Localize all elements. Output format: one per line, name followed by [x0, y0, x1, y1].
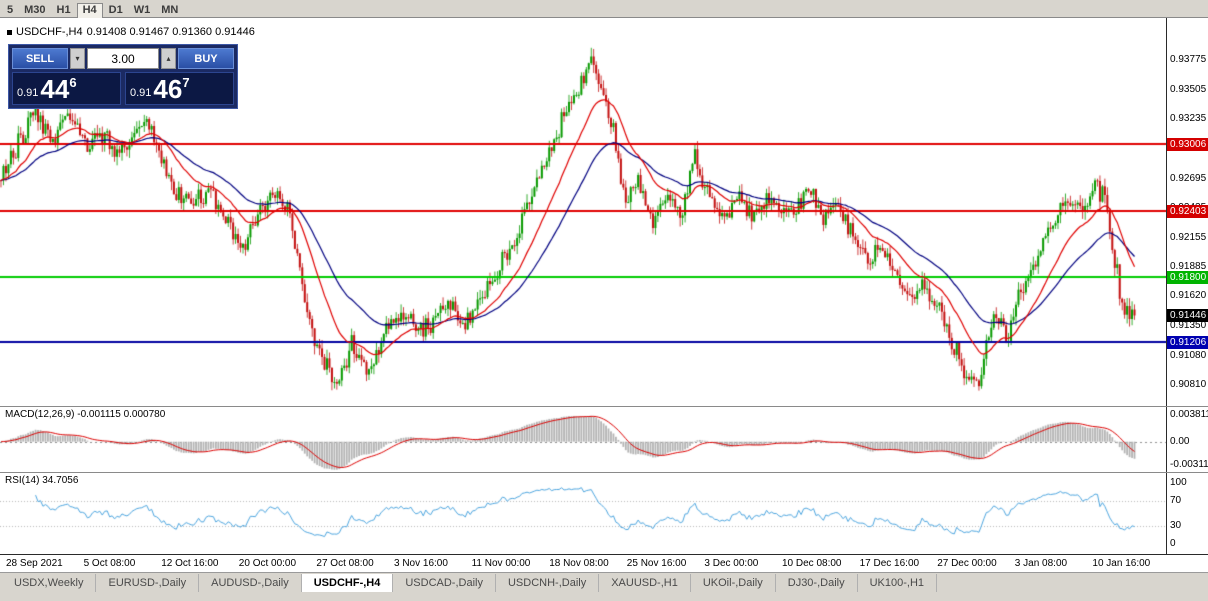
price-tag: 0.91446 — [1167, 309, 1208, 323]
buy-price-pip: 7 — [182, 75, 190, 90]
price-axis-label: 0.93505 — [1170, 83, 1207, 95]
one-click-trade-panel: SELL ▾ ▴ BUY 0.91 44 6 0.91 46 7 — [8, 44, 238, 109]
sell-price-prefix: 0.91 — [17, 87, 39, 99]
chart-tab[interactable]: USDCHF-,H4 — [301, 574, 394, 592]
time-axis-label: 18 Nov 08:00 — [549, 558, 609, 569]
lot-size-input[interactable] — [87, 48, 159, 69]
price-axis-label: 0.91885 — [1170, 261, 1207, 273]
time-axis-label: 25 Nov 16:00 — [626, 558, 687, 569]
time-axis[interactable]: 28 Sep 2021 5 Oct 08:00 12 Oct 16:00 20 Oct… — [0, 554, 1208, 572]
rsi-axis-label: 0 — [1170, 538, 1176, 549]
trade-panel-quotes: 0.91 44 6 0.91 46 7 — [12, 72, 234, 105]
buy-price-display[interactable]: 0.91 46 7 — [125, 72, 234, 105]
macd-indicator-label: MACD(12,26,9) -0.001115 0.000780 — [5, 409, 166, 420]
time-axis-label: 27 Oct 08:00 — [316, 558, 374, 569]
time-axis-label: 3 Jan 08:00 — [1014, 558, 1068, 569]
timeframe-button-m30[interactable]: M30 — [24, 4, 46, 16]
buy-button[interactable]: BUY — [178, 48, 234, 69]
timeframe-toolbar: 5 M30 H1 H4 D1 W1 MN — [0, 0, 1208, 20]
macd-axis-label: -0.003115 — [1170, 459, 1208, 470]
rsi-axis-label: 30 — [1170, 520, 1182, 531]
chart-tab[interactable]: USDX,Weekly — [2, 574, 97, 592]
timeframe-button-w1[interactable]: W1 — [133, 4, 151, 16]
status-bar — [0, 592, 1208, 601]
symbol-name: USDCHF-,H4 — [16, 26, 83, 38]
chart-tab[interactable]: UK100-,H1 — [858, 574, 938, 592]
chart-tab[interactable]: USDCNH-,Daily — [496, 574, 600, 592]
chart-tab[interactable]: EURUSD-,Daily — [96, 574, 200, 592]
symbol-header: USDCHF-,H4 0.91408 0.91467 0.91360 0.9144… — [7, 26, 259, 38]
time-axis-label: 3 Nov 16:00 — [394, 558, 448, 569]
price-axis-label: 0.93235 — [1170, 113, 1207, 125]
sell-price-display[interactable]: 0.91 44 6 — [12, 72, 121, 105]
lot-decrease-button[interactable]: ▾ — [70, 48, 85, 69]
lot-increase-button[interactable]: ▴ — [161, 48, 176, 69]
timeframe-button-d1[interactable]: D1 — [108, 4, 123, 16]
arrow-up-icon: ▴ — [166, 54, 171, 63]
price-tag: 0.91800 — [1167, 270, 1208, 284]
time-axis-label: 10 Jan 16:00 — [1092, 558, 1151, 569]
time-axis-label: 11 Nov 00:00 — [471, 558, 531, 569]
time-axis-label: 20 Oct 00:00 — [238, 558, 297, 569]
price-axis-label: 0.92695 — [1170, 172, 1207, 184]
arrow-down-icon: ▾ — [75, 54, 80, 63]
chart-tab[interactable]: USDCAD-,Daily — [393, 574, 496, 592]
sell-price-pip: 6 — [69, 75, 77, 90]
time-axis-label: 3 Dec 00:00 — [704, 558, 759, 569]
chart-tab[interactable]: XAUUSD-,H1 — [599, 574, 691, 592]
time-axis-label: 12 Oct 16:00 — [161, 558, 219, 569]
rsi-axis-label: 70 — [1170, 495, 1182, 506]
time-axis-label: 27 Dec 00:00 — [937, 558, 997, 569]
symbol-ohlc: 0.91408 0.91467 0.91360 0.91446 — [86, 26, 255, 38]
macd-axis-label: 0.00 — [1170, 435, 1190, 447]
chart-tab[interactable]: DJ30-,Daily — [776, 574, 858, 592]
sell-button[interactable]: SELL — [12, 48, 68, 69]
time-axis-label: 17 Dec 16:00 — [859, 558, 920, 569]
price-axis[interactable]: 0.937750.935050.932350.929650.926950.924… — [1166, 18, 1208, 554]
chart-tab[interactable]: UKOil-,Daily — [691, 574, 776, 592]
price-axis-label: 0.90810 — [1170, 379, 1207, 391]
timeframe-button-h1[interactable]: H1 — [56, 4, 71, 16]
trade-panel-controls: SELL ▾ ▴ BUY — [12, 48, 234, 69]
symbol-marker-icon — [7, 29, 12, 35]
time-axis-label: 5 Oct 08:00 — [83, 558, 136, 569]
time-axis-label: 28 Sep 2021 — [6, 558, 63, 569]
price-tag: 0.93006 — [1167, 138, 1208, 152]
price-tag: 0.92403 — [1167, 204, 1208, 218]
price-axis-label: 0.91350 — [1170, 319, 1207, 331]
chart-tab[interactable]: AUDUSD-,Daily — [199, 574, 302, 592]
sell-price-big: 44 — [40, 74, 70, 104]
panel-separator-rsi[interactable] — [0, 472, 1208, 473]
price-axis-label: 0.91620 — [1170, 290, 1207, 302]
timeframe-button-5[interactable]: 5 — [7, 4, 14, 16]
timeframe-button-mn[interactable]: MN — [161, 4, 179, 16]
price-axis-label: 0.93775 — [1170, 54, 1207, 66]
chart-tab-bar: USDX,Weekly EURUSD-,Daily AUDUSD-,Daily USD… — [0, 572, 1208, 592]
buy-price-big: 46 — [153, 74, 183, 104]
panel-separator-macd[interactable] — [0, 406, 1208, 407]
price-axis-label: 0.91080 — [1170, 349, 1207, 361]
time-axis-label: 10 Dec 08:00 — [782, 558, 842, 569]
price-axis-label: 0.92155 — [1170, 231, 1207, 243]
rsi-axis-label: 100 — [1170, 477, 1187, 488]
price-tag: 0.91206 — [1167, 335, 1208, 349]
macd-axis-label: 0.003811 — [1170, 409, 1208, 420]
rsi-indicator-label: RSI(14) 34.7056 — [5, 475, 79, 486]
buy-price-prefix: 0.91 — [130, 87, 152, 99]
